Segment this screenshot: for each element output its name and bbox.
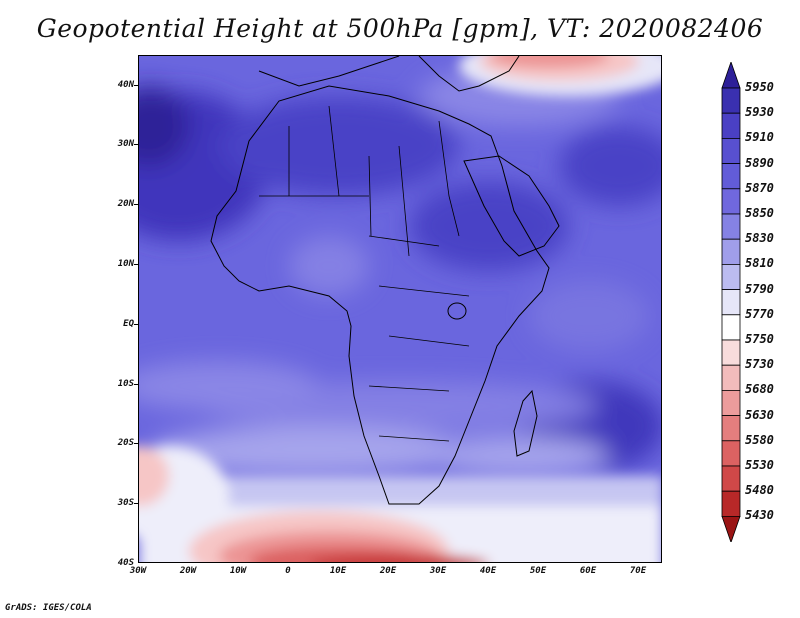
lat-tick	[134, 324, 138, 325]
colorbar-box	[721, 87, 741, 114]
lat-tick	[134, 503, 138, 504]
map-panel	[138, 55, 662, 563]
colorbar-level-label: 5680	[745, 382, 774, 397]
colorbar-box	[721, 238, 741, 265]
lat-tick	[134, 443, 138, 444]
colorbar	[721, 62, 741, 542]
colorbar-box	[721, 112, 741, 139]
colorbar-box	[721, 289, 741, 316]
colorbar-box	[721, 415, 741, 442]
lat-tick	[134, 144, 138, 145]
lat-label: 40S	[117, 558, 134, 568]
colorbar-level-label: 5750	[745, 332, 774, 346]
lon-label: 30W	[129, 566, 147, 576]
colorbar-level-label: 5430	[745, 508, 774, 523]
geopotential-field	[139, 56, 661, 562]
lon-label: 20W	[179, 566, 197, 576]
lat-tick	[134, 204, 138, 205]
lon-label: 10W	[229, 566, 247, 576]
colorbar-level-label: 5870	[745, 180, 774, 195]
lon-label: 40E	[479, 566, 497, 576]
lat-label: 10S	[117, 379, 134, 389]
colorbar-level-label: 5830	[745, 231, 774, 246]
colorbar-min-triangle	[721, 515, 741, 542]
colorbar-box	[721, 339, 741, 366]
colorbar-level-label: 5910	[745, 130, 774, 145]
colorbar-box	[721, 314, 741, 341]
lat-tick	[134, 85, 138, 86]
lon-label: 30E	[429, 566, 447, 576]
lat-label: EQ	[123, 319, 134, 329]
lon-label: 10E	[329, 566, 347, 576]
lat-label: 40N	[117, 80, 134, 90]
colorbar-level-label: 5480	[745, 483, 774, 498]
colorbar-box	[721, 364, 741, 391]
colorbar-level-label: 5790	[745, 281, 774, 296]
colorbar-level-label: 5950	[745, 80, 774, 94]
colorbar-box	[721, 490, 741, 517]
colorbar-box	[721, 188, 741, 215]
colorbar-level-label: 5630	[745, 407, 774, 422]
lat-label: 20S	[117, 438, 134, 448]
colorbar-level-label: 5930	[745, 105, 774, 120]
colorbar-level-label: 5580	[745, 432, 774, 447]
colorbar-box	[721, 389, 741, 416]
colorbar-level-label: 5730	[745, 357, 774, 372]
lat-label: 30S	[117, 498, 134, 508]
colorbar-box	[721, 213, 741, 240]
colorbar-max-triangle	[721, 62, 741, 89]
lon-label: 60E	[579, 566, 597, 576]
grads-credit: GrADS: IGES/COLA	[5, 603, 92, 613]
colorbar-level-label: 5890	[745, 155, 774, 170]
lon-label: 20E	[379, 566, 397, 576]
lat-label: 30N	[117, 139, 134, 149]
colorbar-level-label: 5770	[745, 306, 774, 321]
lat-label: 10N	[117, 259, 134, 269]
colorbar-box	[721, 163, 741, 190]
colorbar-level-label: 5530	[745, 458, 774, 472]
map-title: Geopotential Height at 500hPa [gpm], VT:…	[36, 14, 764, 43]
lat-label: 20N	[117, 199, 134, 209]
colorbar-box	[721, 465, 741, 492]
lat-tick	[134, 384, 138, 385]
lon-label: 50E	[529, 566, 547, 576]
colorbar-level-label: 5850	[745, 206, 774, 220]
colorbar-box	[721, 263, 741, 290]
lat-tick	[134, 264, 138, 265]
colorbar-box	[721, 440, 741, 467]
colorbar-box	[721, 138, 741, 165]
colorbar-level-label: 5810	[745, 256, 774, 271]
lon-label: 70E	[629, 566, 647, 576]
lon-label: 0	[285, 566, 291, 576]
